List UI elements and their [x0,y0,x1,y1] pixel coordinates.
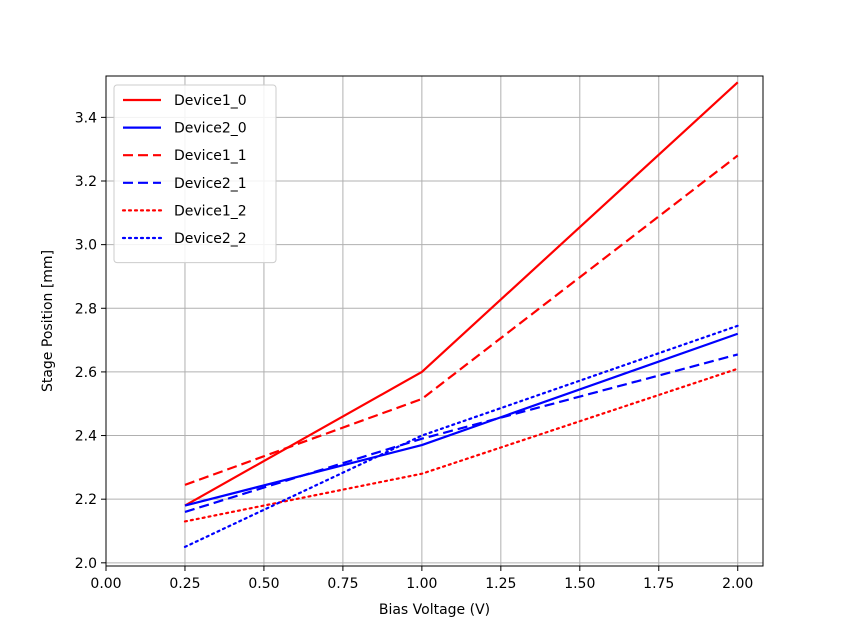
y-tick-label: 3.2 [75,174,97,190]
y-tick-label: 2.8 [75,301,97,317]
legend-label: Device2_1 [174,176,247,192]
x-tick-label: 1.50 [564,576,595,592]
series-lines [183,81,739,549]
legend-label: Device1_0 [174,93,247,109]
y-axis: 2.0 2.2 2.4 2.6 2.8 3.0 3.2 3.4 [75,110,106,572]
x-axis-label: Bias Voltage (V) [379,602,490,618]
x-tick-label: 1.00 [406,576,437,592]
x-tick-label: 0.75 [327,576,358,592]
series-line-device1-1 [184,154,739,486]
legend-label: Device1_2 [174,203,247,219]
legend-label: Device2_0 [174,121,247,137]
legend-label: Device1_1 [174,148,247,164]
y-tick-label: 2.2 [75,492,97,508]
legend-box [113,84,277,264]
y-tick-label: 2.0 [75,556,97,572]
y-tick-label: 3.4 [75,110,97,126]
series-line-device1-2 [183,367,739,523]
x-tick-label: 2.00 [722,576,753,592]
y-tick-label: 2.6 [75,365,97,381]
legend-label: Device2_2 [174,231,247,247]
series-line-device2-1 [184,353,739,513]
x-tick-label: 1.25 [485,576,516,592]
series-line-device2-0 [184,332,739,507]
x-axis: 0.00 0.25 0.50 0.75 1.00 1.25 1.50 1.75 2.00 [90,566,753,592]
x-tick-label: 1.75 [643,576,674,592]
x-tick-label: 0.50 [248,576,279,592]
x-tick-label: 0.25 [169,576,200,592]
plot-frame [105,75,764,567]
y-tick-label: 3.0 [75,238,97,254]
y-tick-label: 2.4 [75,429,97,445]
series-line-device1-0 [184,81,739,507]
x-tick-label: 0.00 [90,576,121,592]
y-axis-label: Stage Position [mm] [40,250,56,392]
legend: Device1_0 Device2_0 Device1_1 Device2_1 Devi… [113,84,277,264]
